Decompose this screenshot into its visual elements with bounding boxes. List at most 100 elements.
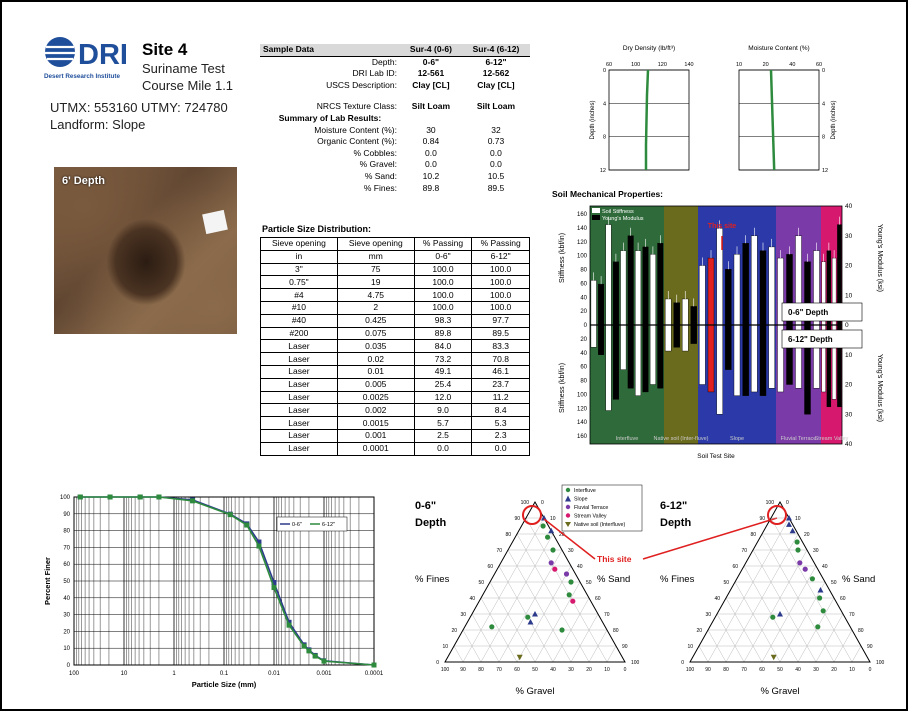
- data-point: [541, 515, 547, 521]
- x-tick-label: 40: [789, 62, 795, 68]
- stiffness-bar-bottom: [620, 324, 627, 370]
- right-tick-label: 20: [845, 263, 853, 270]
- ternary-tick: 90: [867, 644, 873, 650]
- table-cell: 0.0: [471, 441, 530, 456]
- table-cell: 46.1: [471, 364, 530, 379]
- ternary-tick: 0: [869, 667, 872, 673]
- ternary-grid: [471, 613, 500, 663]
- data-point: [786, 521, 792, 527]
- row-label: % Cobbles:: [353, 147, 397, 158]
- pit-photo: 6' Depth: [54, 167, 237, 334]
- left-tick-label: 80: [580, 268, 587, 274]
- ternary-grid: [752, 549, 817, 663]
- stiffness-bar-bottom: [699, 324, 706, 385]
- header-cell: mm: [336, 249, 415, 264]
- stiffness-bar-top: [690, 306, 697, 326]
- legend-marker: [565, 522, 571, 527]
- table-cell: 97.7: [471, 313, 530, 328]
- series-point: [256, 543, 262, 549]
- ternary-tick: 70: [496, 667, 502, 673]
- value-a: 12-561: [417, 68, 445, 79]
- ternary-tick: 60: [759, 667, 765, 673]
- y-tick-label: 12: [600, 168, 606, 174]
- ternary-grid: [507, 549, 572, 663]
- y-tick-label: 10: [63, 646, 70, 652]
- series-point: [244, 522, 250, 528]
- logo-text: DRI: [78, 39, 128, 71]
- region-label: Native soil (Inter-fluve): [653, 436, 708, 442]
- header-cell: Sieve opening: [260, 237, 338, 251]
- data-point: [566, 592, 572, 598]
- ternary-tick: 70: [741, 667, 747, 673]
- ternary-tick: 90: [514, 516, 520, 522]
- header-cell: 6-12": [471, 249, 530, 264]
- ternary-tick: 70: [741, 548, 747, 554]
- data-point: [817, 595, 823, 601]
- stiffness-bar-top: [699, 265, 706, 326]
- x-tick-label: 0.0001: [365, 671, 384, 677]
- y-tick-label: 8: [603, 135, 606, 141]
- ternary-grid: [716, 613, 745, 663]
- y-tick-label: 0: [603, 68, 606, 74]
- y-axis-label: Depth (inches): [590, 100, 596, 139]
- table-row: #40 0.425 98.3 97.7: [260, 313, 530, 328]
- series-point: [137, 494, 143, 500]
- ternary-0-6-chart: 1001001009090908080807070706060605050504…: [415, 484, 778, 697]
- right-tick-label: 40: [845, 441, 853, 448]
- data-point: [777, 611, 783, 617]
- table-cell: 100.0: [471, 275, 530, 290]
- ternary-grid: [815, 613, 844, 663]
- left-tick-label: 160: [577, 434, 588, 440]
- table-cell: 0.005: [336, 377, 415, 392]
- value-b: Silt Loam: [476, 101, 516, 112]
- stiffness-bar-top: [598, 283, 605, 326]
- value-b: 10.5: [487, 170, 505, 181]
- ternary-grid: [570, 613, 599, 663]
- table-cell: Laser: [260, 428, 338, 443]
- stiffness-bar-bottom: [759, 324, 767, 396]
- table-cell: 89.8: [413, 326, 473, 341]
- table-row: Organic Content (%): 0.84 0.73: [260, 136, 530, 148]
- y-axis-label: Percent Finer: [43, 557, 52, 605]
- stiffness-bar-top: [742, 242, 749, 326]
- axis-label-sand: % Sand: [842, 574, 875, 585]
- ternary-tick: 50: [532, 667, 538, 673]
- ternary-tick: 20: [451, 628, 457, 634]
- table-row: Laser 0.01 49.1 46.1: [260, 364, 530, 379]
- photo-scale-card: [202, 209, 228, 235]
- ternary-tick: 50: [831, 580, 837, 586]
- table-row: 0.75" 19 100.0 100.0: [260, 275, 530, 290]
- ternary-tick: 80: [750, 532, 756, 538]
- ternary-tick: 40: [795, 667, 801, 673]
- chart-title: Soil Mechanical Properties:: [552, 189, 663, 199]
- table-cell: 19: [336, 275, 415, 290]
- header-cell: Sieve opening: [336, 237, 415, 251]
- ternary-frame: [689, 500, 871, 663]
- table-row: % Gravel: 0.0 0.0: [260, 159, 530, 171]
- data-point: [794, 539, 800, 545]
- y-tick-label: 40: [63, 596, 70, 602]
- data-point: [516, 654, 523, 661]
- data-point: [489, 624, 495, 630]
- plot-frame: [589, 205, 843, 445]
- y-tick-label: 12: [822, 168, 828, 174]
- ternary-grid: [698, 645, 709, 663]
- stiffness-bar-bottom: [768, 324, 775, 389]
- stiffness-bar-bottom: [725, 324, 732, 370]
- stiffness-bar-top: [627, 235, 634, 326]
- table-cell: #40: [260, 313, 338, 328]
- y-axis-label: Depth (inches): [831, 100, 837, 139]
- ternary-grid: [761, 533, 835, 663]
- x-tick-label: 0.1: [220, 671, 229, 677]
- left-tick-label: 0: [584, 323, 588, 329]
- table-cell: 2: [336, 300, 415, 315]
- y-tick-label: 0: [67, 663, 71, 669]
- stiffness-bar-top: [635, 250, 642, 326]
- location-info: UTMX: 553160 UTMY: 724780 Landform: Slop…: [50, 99, 228, 133]
- series-point: [107, 494, 113, 500]
- stiffness-bar-bottom: [598, 324, 605, 355]
- plot-frame: [608, 69, 690, 171]
- ternary-tick: 100: [876, 660, 885, 666]
- left-tick-label: 20: [580, 309, 587, 315]
- ternary-tick: 80: [505, 532, 511, 538]
